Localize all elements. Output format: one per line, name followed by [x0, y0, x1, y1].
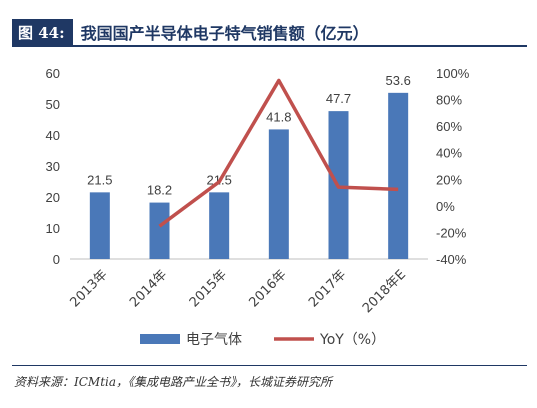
source-divider — [12, 365, 527, 366]
y-right-tick-label: 40% — [436, 146, 462, 161]
bar-value-label: 53.6 — [386, 73, 411, 88]
y-right-tick-label: -40% — [436, 252, 467, 267]
legend-swatch-bars — [140, 334, 180, 344]
bar-value-label: 18.2 — [147, 183, 172, 198]
y-right-tick-label: 80% — [436, 93, 462, 108]
x-tick-label: 2018年E — [360, 267, 409, 316]
bar — [149, 202, 170, 259]
legend-label-line: YoY（%） — [319, 332, 385, 348]
figure-title-bar: 图 44: 我国国产半导体电子特气销售额（亿元） — [12, 19, 527, 47]
x-tick-label: 2016年 — [246, 267, 289, 310]
y-right-tick-label: 60% — [436, 119, 462, 134]
y-right-tick-label: -20% — [436, 225, 467, 240]
x-tick-label: 2014年 — [127, 267, 170, 310]
bar — [209, 192, 230, 259]
y-left-tick-label: 20 — [46, 190, 60, 205]
figure-title: 我国国产半导体电子特气销售额（亿元） — [80, 24, 369, 43]
y-left-tick-label: 50 — [46, 97, 60, 112]
source-note: 资料来源：ICMtia，《集成电路产业全书》，长城证券研究所 — [14, 375, 333, 389]
bar — [388, 92, 409, 259]
bar-value-label: 47.7 — [326, 91, 351, 106]
bar — [89, 192, 110, 259]
bar-value-label: 21.5 — [87, 172, 112, 187]
figure-label: 图 44: — [12, 19, 73, 45]
y-left-tick-label: 30 — [46, 159, 60, 174]
y-right-tick-label: 20% — [436, 172, 462, 187]
x-tick-label: 2017年 — [306, 267, 349, 310]
bar — [268, 129, 289, 259]
y-right-tick-label: 100% — [436, 66, 470, 81]
y-left-tick-label: 0 — [53, 252, 60, 267]
bar-value-label: 41.8 — [266, 109, 291, 124]
y-left-tick-label: 10 — [46, 221, 60, 236]
yoy-line — [158, 78, 399, 228]
legend-label-bars: 电子气体 — [186, 332, 242, 348]
y-left-tick-label: 60 — [46, 66, 60, 81]
y-left-tick-label: 40 — [46, 128, 60, 143]
x-tick-label: 2015年 — [187, 267, 230, 310]
y-right-tick-label: 0% — [436, 199, 455, 214]
x-tick-label: 2013年 — [67, 267, 110, 310]
